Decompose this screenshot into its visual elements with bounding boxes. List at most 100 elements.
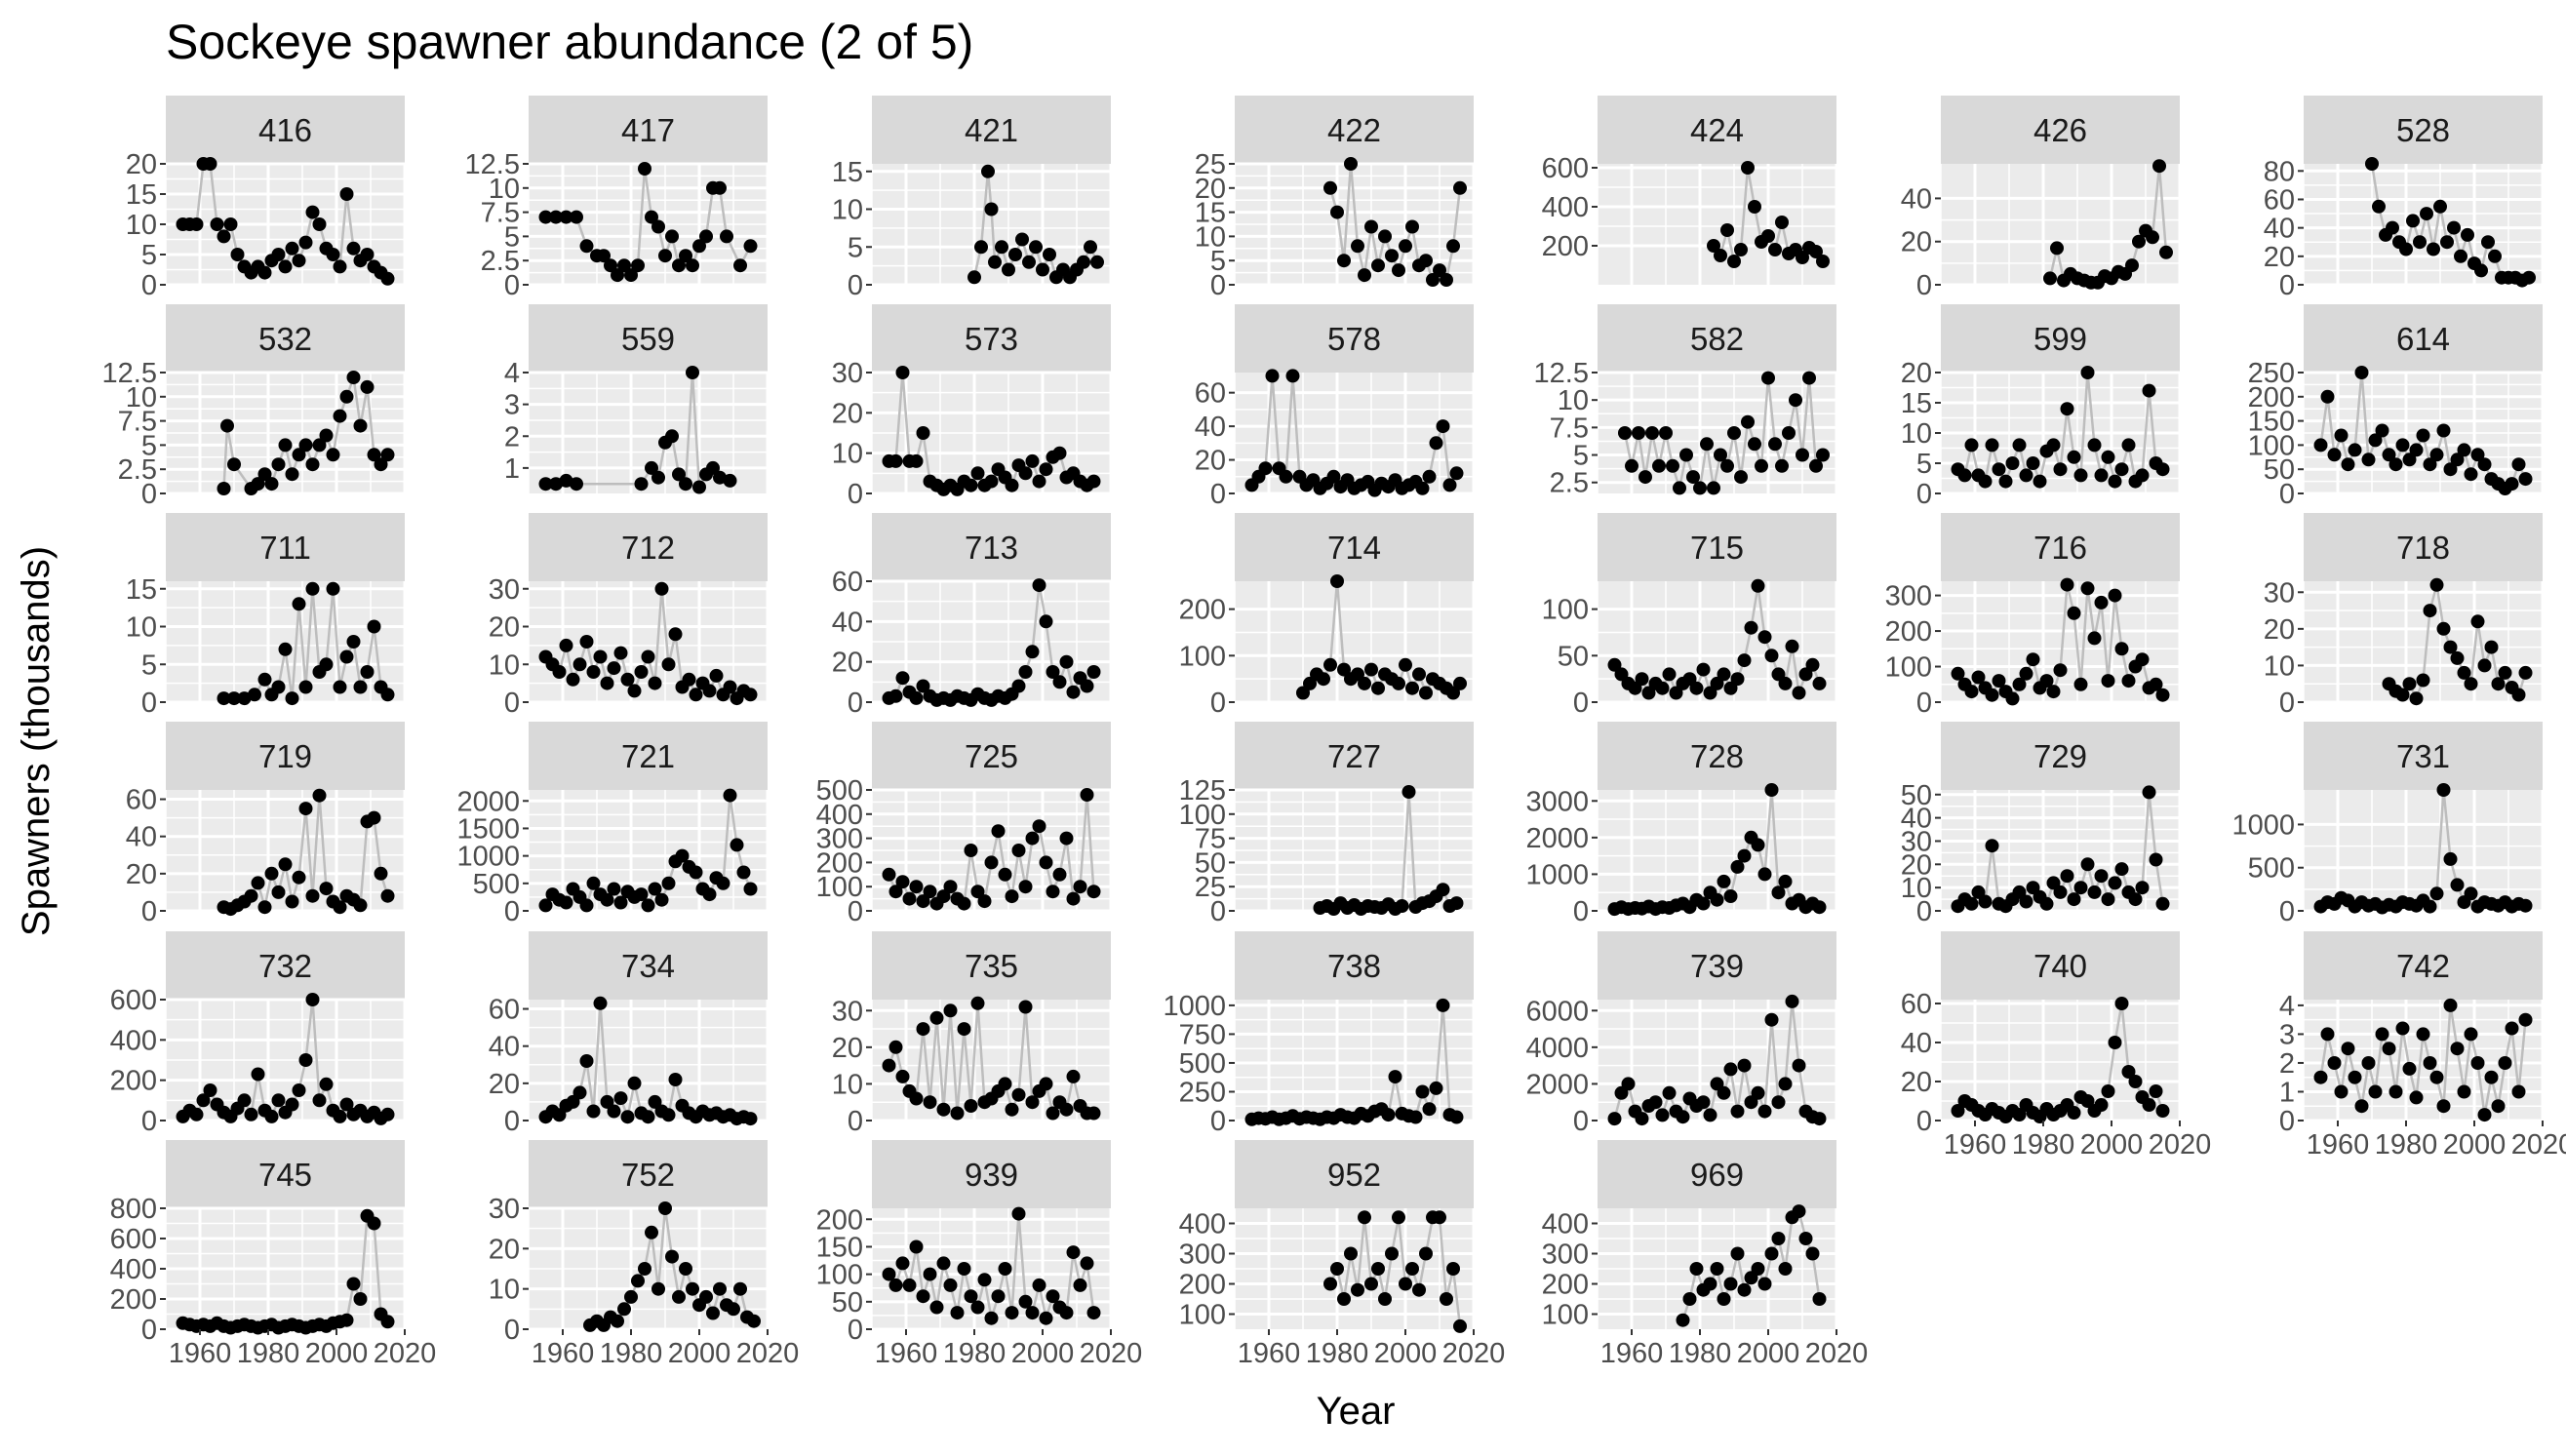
data-point: [991, 824, 1006, 839]
facet-strip: [529, 304, 768, 373]
data-point: [2450, 878, 2465, 892]
data-point: [2386, 220, 2399, 235]
facet-strip: [2304, 513, 2543, 581]
data-point: [1703, 1108, 1717, 1122]
data-point: [1727, 255, 1741, 268]
data-point: [692, 480, 706, 494]
facet-panels: 4160510152041702.557.51012.5421051015422…: [102, 96, 2566, 1369]
y-tick-label: 100: [1179, 1300, 1226, 1331]
data-point: [1025, 453, 1040, 468]
facet-strip-label: 559: [621, 321, 675, 357]
data-point: [1785, 639, 1799, 653]
data-point: [2114, 642, 2129, 656]
x-tick-label: 1960: [169, 1338, 232, 1369]
data-point: [998, 867, 1012, 882]
data-point: [217, 229, 231, 244]
data-point: [2498, 665, 2512, 680]
data-point: [1951, 1104, 1965, 1118]
data-point: [1433, 263, 1446, 278]
y-tick-label: 12.5: [1534, 358, 1589, 389]
data-point: [1717, 667, 1731, 682]
data-point: [1635, 672, 1649, 687]
data-point: [2354, 366, 2369, 379]
data-point: [2436, 621, 2451, 636]
data-point: [611, 1314, 624, 1328]
data-point: [2505, 477, 2519, 492]
data-point: [1761, 371, 1775, 385]
y-tick-label: 0: [141, 1106, 157, 1137]
data-point: [1645, 426, 1659, 440]
data-point: [559, 473, 573, 488]
data-point: [2146, 230, 2159, 245]
facet-strip-label: 573: [965, 321, 1018, 357]
data-point: [1059, 654, 1074, 669]
data-point: [1707, 239, 1720, 253]
data-point: [1751, 838, 1765, 852]
data-point: [998, 1077, 1012, 1091]
data-point: [1018, 880, 1033, 894]
data-point: [702, 887, 717, 902]
data-point: [1039, 462, 1053, 477]
facet-panel-426: 426 0 20 40: [1901, 96, 2182, 301]
data-point: [2152, 159, 2166, 174]
data-point: [2155, 462, 2170, 477]
y-tick-label: 0: [848, 1106, 863, 1137]
data-point: [706, 1306, 720, 1320]
data-point: [271, 457, 286, 472]
data-point: [743, 882, 758, 896]
data-point: [1751, 1085, 1765, 1100]
data-point: [1635, 1112, 1649, 1126]
y-tick-label: 1000: [2231, 809, 2295, 841]
data-point: [1371, 258, 1385, 273]
data-point: [2005, 456, 2020, 470]
data-point: [312, 1093, 327, 1108]
data-point: [668, 627, 683, 642]
data-point: [1964, 685, 1979, 699]
data-point: [2101, 674, 2115, 689]
data-point: [1084, 240, 1097, 255]
data-point: [227, 457, 241, 472]
data-point: [1638, 470, 1652, 485]
y-tick-label: 60: [1901, 989, 1932, 1020]
data-point: [251, 477, 265, 492]
data-point: [2491, 1099, 2506, 1114]
data-point: [298, 680, 313, 694]
data-point: [1080, 788, 1094, 802]
data-point: [1011, 1087, 1026, 1102]
y-tick-label: 0: [848, 896, 863, 927]
data-point: [298, 1053, 313, 1067]
y-tick-label: 1500: [456, 813, 520, 845]
data-point: [292, 597, 306, 611]
y-tick-label: 30: [1901, 826, 1932, 857]
data-point: [1364, 1277, 1378, 1291]
y-tick-label: 0: [2279, 1106, 2295, 1137]
facet-strip: [166, 931, 405, 1000]
data-point: [380, 271, 395, 286]
data-point: [1764, 1012, 1779, 1027]
data-point: [916, 426, 930, 440]
data-point: [538, 210, 553, 224]
y-tick-label: 400: [110, 1025, 157, 1056]
data-point: [579, 239, 594, 254]
x-tick-label: 1980: [2012, 1129, 2075, 1161]
facet-panel-715: 715 0 50 100: [1542, 513, 1838, 719]
y-tick-label: 15: [832, 157, 863, 188]
data-point: [651, 470, 665, 485]
data-point: [2481, 235, 2495, 250]
data-point: [1285, 369, 1300, 383]
y-tick-label: 1000: [1525, 859, 1589, 890]
data-point: [2108, 588, 2122, 603]
data-point: [559, 210, 573, 224]
data-point: [271, 680, 286, 694]
data-point: [1399, 657, 1412, 672]
data-point: [1032, 819, 1046, 834]
data-point: [2457, 1084, 2471, 1099]
facet-panel-711: 711 0 5 10 15: [126, 513, 407, 719]
data-point: [950, 1106, 965, 1121]
y-tick-label: 10: [2264, 650, 2295, 682]
data-point: [227, 691, 241, 706]
y-tick-label: 125: [1179, 775, 1226, 807]
data-point: [654, 581, 669, 596]
